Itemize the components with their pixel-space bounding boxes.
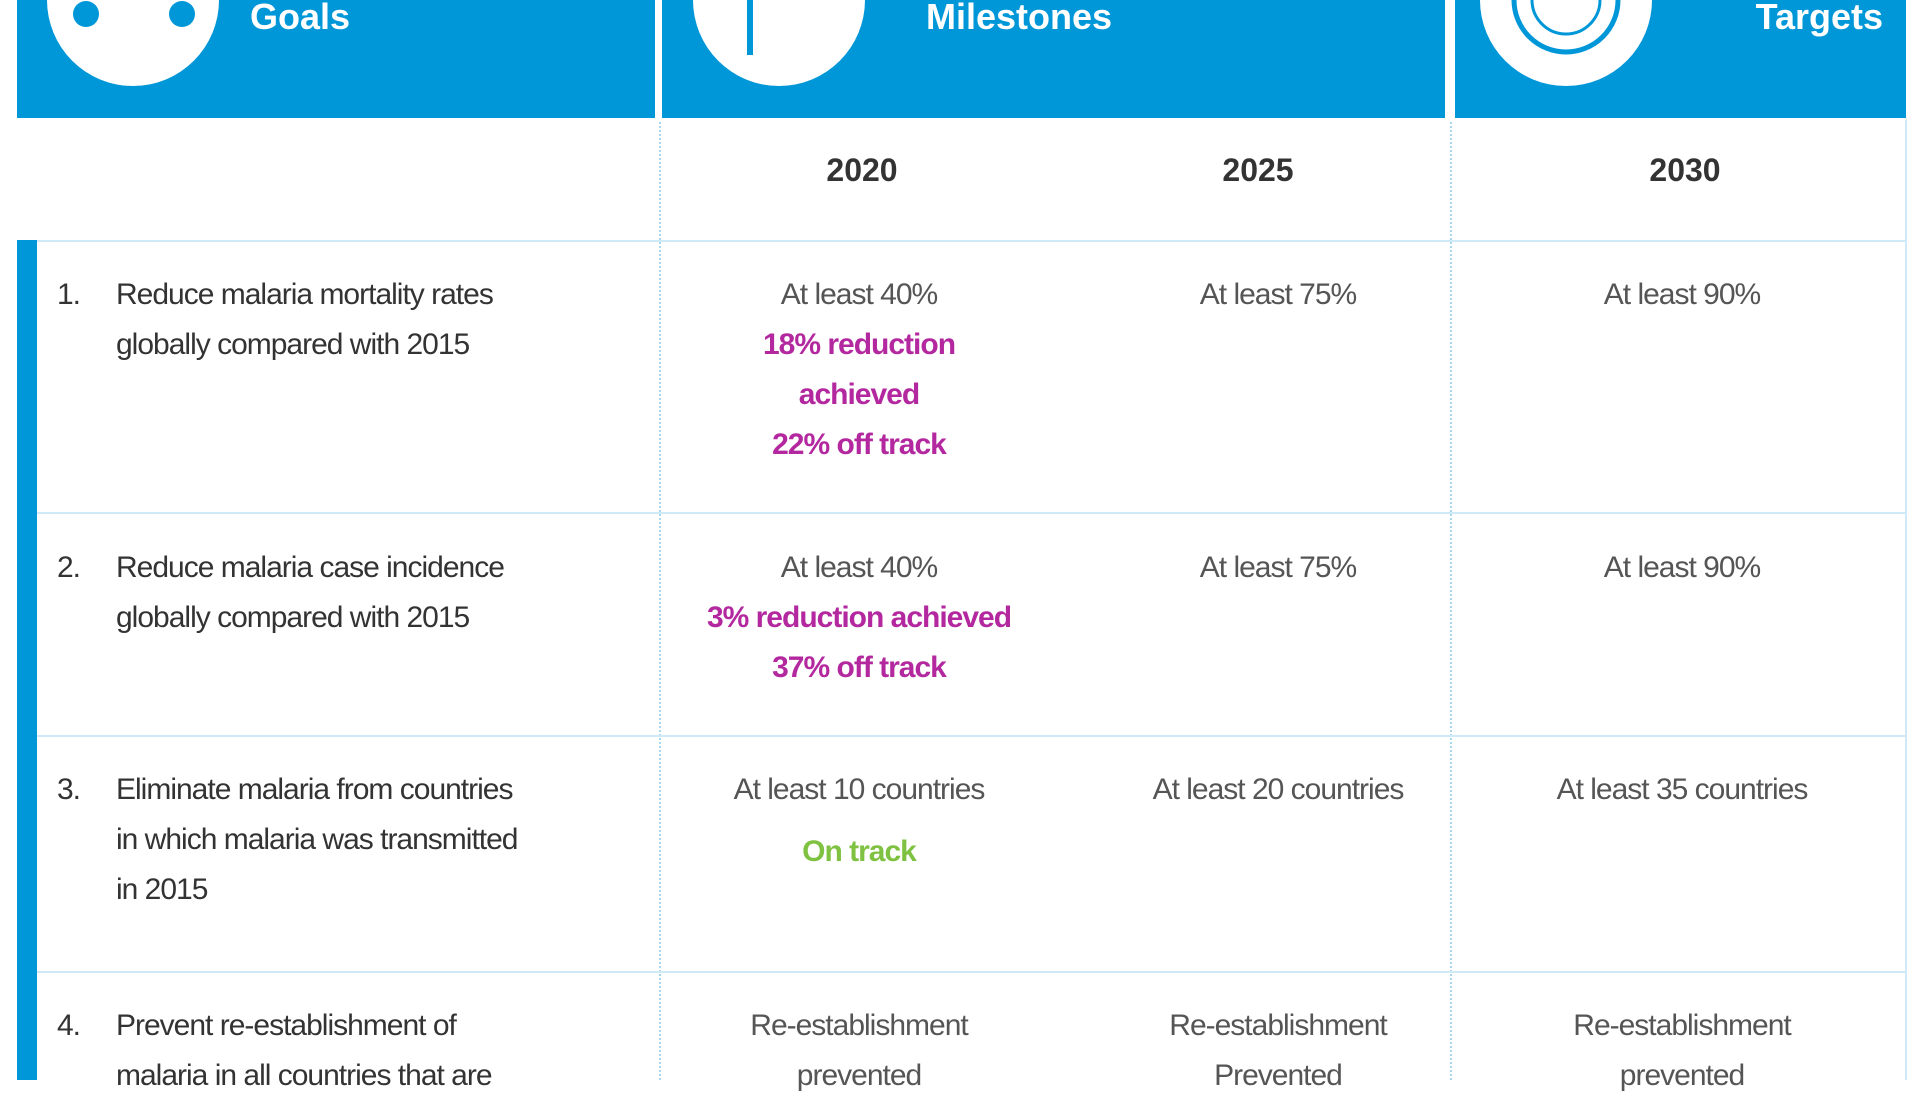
- cell-line: At least 10 countries: [733, 773, 986, 806]
- target-2030: Re-establishment prevented: [1502, 1001, 1862, 1101]
- goal-line: Reduce malaria case incidence: [116, 551, 505, 584]
- status-line: 37% off track: [772, 651, 947, 684]
- goal-number: 2.: [57, 551, 81, 584]
- row-separator: [17, 118, 1906, 120]
- targets-title: Targets: [1755, 0, 1883, 37]
- cell-line: At least 40%: [780, 278, 938, 311]
- milestone-2025: At least 75%: [1098, 543, 1458, 593]
- milestones-title: Milestones: [925, 0, 1113, 37]
- status-line: 18% reduction: [762, 328, 956, 361]
- header-icons: [47, 0, 1652, 86]
- cell-line: Prevented: [1214, 1059, 1343, 1092]
- year: 2020: [826, 152, 898, 188]
- milestone-2025: Re-establishment Prevented: [1098, 1001, 1458, 1101]
- year: 2030: [1649, 152, 1721, 188]
- cell-line: Re-establishment: [1573, 1009, 1791, 1042]
- milestone-2025: At least 20 countries: [1098, 765, 1458, 815]
- goal-number: 1.: [57, 278, 81, 311]
- milestone-2020: Re-establishment prevented: [679, 1001, 1039, 1101]
- cell-line: Re-establishment: [750, 1009, 968, 1042]
- milestone-2025: At least 75%: [1098, 270, 1458, 320]
- milestones-icon: [693, 0, 865, 86]
- goal-text: Prevent re-establishment of malaria in al…: [116, 1001, 493, 1101]
- goal-line: globally compared with 2015: [116, 328, 470, 361]
- column-divider: [1450, 118, 1452, 1080]
- icon-ring: [1530, 0, 1602, 36]
- row-separator: [37, 971, 1906, 973]
- goal-line: globally compared with 2015: [116, 601, 470, 634]
- goal-text: Reduce malaria mortality rates globally c…: [116, 270, 494, 370]
- icon-ring: [1511, 0, 1621, 55]
- target-2030: At least 90%: [1502, 270, 1862, 320]
- status-line: 3% reduction achieved: [706, 601, 1012, 634]
- cell-line: At least 20 countries: [1152, 773, 1405, 806]
- goal-number: 4.: [57, 1009, 81, 1042]
- goal-line: Eliminate malaria from countries: [116, 773, 513, 806]
- goal-text: Reduce malaria case incidence globally co…: [116, 543, 505, 643]
- status-line: On track: [802, 835, 917, 868]
- milestone-2020: At least 40% 3% reduction achieved 37% off…: [679, 543, 1039, 693]
- target-2030: At least 90%: [1502, 543, 1862, 593]
- targets-icon: [1480, 0, 1652, 86]
- icon-eye: [73, 1, 99, 27]
- status-line: achieved: [798, 378, 920, 411]
- cell-line: Re-establishment: [1169, 1009, 1387, 1042]
- milestone-2020: At least 40% 18% reduction achieved 22% off…: [679, 270, 1039, 470]
- row-separator: [37, 735, 1906, 737]
- goal-text: Eliminate malaria from countries in which…: [116, 765, 518, 915]
- icon-eye: [169, 1, 195, 27]
- goal-number: 3.: [57, 773, 81, 806]
- year: 2025: [1222, 152, 1294, 188]
- goal-line: Prevent re-establishment of: [116, 1009, 457, 1042]
- goal-line: Reduce malaria mortality rates: [116, 278, 494, 311]
- goal-line: in 2015: [116, 873, 208, 906]
- status-line: 22% off track: [772, 428, 947, 461]
- goal-line: malaria in all countries that are: [116, 1059, 493, 1092]
- cell-line: At least 90%: [1603, 551, 1761, 584]
- cell-line: At least 40%: [780, 551, 938, 584]
- goal-line: in which malaria was transmitted: [116, 823, 518, 856]
- row-separator: [37, 512, 1906, 514]
- cell-line: At least 75%: [1199, 278, 1357, 311]
- row-separator: [37, 240, 1906, 242]
- cell-line: prevented: [796, 1059, 922, 1092]
- cell-line: At least 75%: [1199, 551, 1357, 584]
- target-2030: At least 35 countries: [1502, 765, 1862, 815]
- right-border: [1905, 118, 1907, 1080]
- milestone-2020: At least 10 countries On track: [679, 765, 1039, 877]
- icon-flagpole: [747, 0, 753, 55]
- column-divider: [659, 118, 661, 1080]
- goals-title: Goals: [250, 0, 351, 37]
- cell-line: At least 90%: [1603, 278, 1761, 311]
- cell-line: prevented: [1619, 1059, 1745, 1092]
- cell-line: At least 35 countries: [1556, 773, 1809, 806]
- left-accent-bar: [17, 240, 37, 1080]
